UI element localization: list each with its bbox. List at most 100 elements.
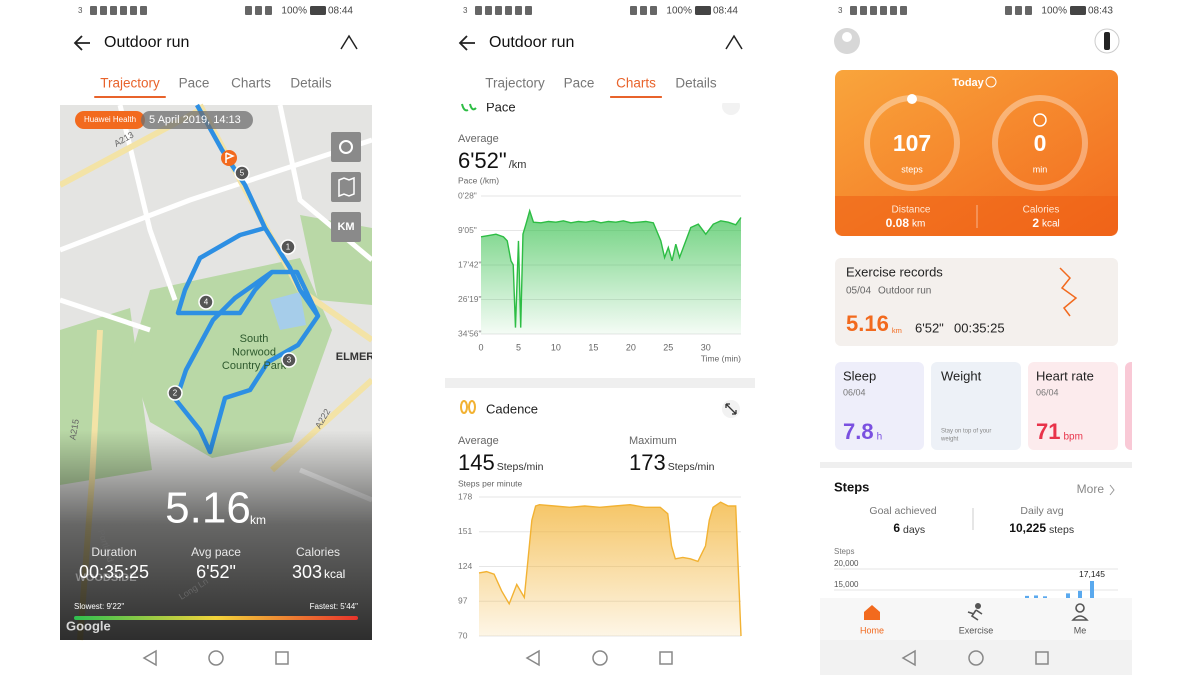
bottom-nav: 3 100% 08:43 Home Exercise Me (820, 6, 1132, 640)
card-unit: bpm (1063, 432, 1082, 443)
unit-button-label: KM (337, 221, 354, 233)
nav-item[interactable]: Exercise (959, 625, 994, 635)
tab[interactable]: Trajectory (485, 76, 545, 91)
home-button[interactable] (208, 650, 224, 666)
km-marker (167, 385, 183, 401)
tab[interactable]: Trajectory (100, 76, 160, 91)
status-icon (630, 6, 637, 15)
status-battery: 100% (281, 6, 307, 17)
speed-scale (74, 616, 358, 620)
screen-title: Outdoor run (489, 34, 574, 51)
km-marker-label: 2 (173, 389, 178, 398)
tab[interactable]: Pace (179, 76, 210, 91)
me-icon (1071, 615, 1089, 621)
map-shade (60, 430, 372, 640)
x-axis-label: Time (min) (701, 353, 741, 363)
status-time: 08:43 (1088, 6, 1113, 17)
ring-unit: steps (901, 164, 923, 174)
sleep-card[interactable] (835, 362, 924, 450)
status-time: 08:44 (328, 6, 353, 17)
km-marker-label: 5 (240, 169, 245, 178)
home-icon (864, 605, 880, 620)
place-label: ELMER (336, 351, 375, 363)
line (480, 208, 742, 328)
tab[interactable]: Pace (564, 76, 595, 91)
trajectory-screen: 3 100% 08:44 Outdoor run Trajectory Pace Chart… (60, 0, 375, 675)
next-card[interactable] (1125, 362, 1145, 450)
maximum-value: 173 (629, 450, 666, 475)
area (479, 502, 741, 636)
nav-bg (820, 640, 1132, 675)
status-battery: 100% (666, 6, 692, 17)
tab[interactable]: Details (290, 76, 332, 91)
card-date: 06/04 (1036, 387, 1059, 397)
x-tick-label: 15 (588, 342, 598, 352)
avatar-head (842, 32, 852, 42)
home-button[interactable] (592, 650, 608, 666)
route-button[interactable] (340, 34, 358, 50)
km-marker-label: 1 (286, 243, 291, 252)
battery-icon (310, 6, 326, 15)
heart-card[interactable] (1028, 362, 1118, 450)
more-link[interactable]: More (1077, 482, 1105, 496)
tab-indicator (94, 96, 166, 98)
map-type-button[interactable] (331, 172, 361, 202)
stat-unit: kcal (324, 567, 345, 581)
maximum-unit: Steps/min (668, 461, 715, 473)
status-network: 3 (838, 6, 843, 15)
back-button[interactable] (458, 35, 475, 51)
stat-value: 6'52" (196, 562, 236, 582)
card-unit: h (877, 432, 883, 443)
back-button[interactable] (73, 35, 90, 51)
tab[interactable]: Details (675, 76, 717, 91)
y-tick-label: 34'56" (458, 328, 482, 338)
device-button[interactable] (1094, 28, 1120, 54)
route-button[interactable] (725, 34, 743, 50)
card-date: 06/04 (843, 387, 866, 397)
info-icon[interactable] (985, 76, 997, 88)
back-button[interactable] (525, 649, 540, 667)
status-icon (120, 6, 127, 15)
map-attribution: Google (66, 618, 111, 633)
route (173, 103, 321, 455)
avg-label: Daily avg (1020, 505, 1063, 517)
back-button[interactable] (142, 649, 157, 667)
today-card[interactable] (835, 70, 1118, 236)
nav-item[interactable]: Me (1074, 625, 1087, 635)
status-network: 3 (78, 6, 83, 15)
tab[interactable]: Charts (616, 76, 656, 91)
card-value: 7.8 (843, 419, 874, 444)
route-path (175, 225, 274, 316)
recents-button[interactable] (1035, 651, 1049, 665)
expand-icon (725, 403, 737, 415)
recents-button[interactable] (659, 651, 673, 665)
exercise-date: 05/04 (846, 286, 871, 297)
back-button[interactable] (901, 649, 916, 667)
y-tick-label: 70 (458, 630, 468, 640)
tab[interactable]: Charts (231, 76, 271, 91)
weight-card[interactable] (931, 362, 1021, 450)
home-button[interactable] (968, 650, 984, 666)
device-icon (1104, 32, 1110, 50)
value-label: 17,145 (1079, 569, 1105, 579)
status-battery: 100% (1041, 6, 1067, 17)
road-label: A215 (67, 418, 81, 440)
status-icon (1025, 6, 1032, 15)
map-icon (338, 176, 355, 198)
locate-button[interactable] (331, 132, 361, 162)
recents-button[interactable] (275, 651, 289, 665)
status-icon (130, 6, 137, 15)
nav-item[interactable]: Home (860, 625, 884, 635)
map-date: 5 April 2019, 14:13 (149, 114, 241, 126)
exercise-card[interactable] (835, 258, 1118, 346)
charts-screen: Pace Average 6'52"/km Pace (/km) 0'28" 9'05" 1… (445, 0, 755, 675)
divider (820, 462, 1132, 468)
system-nav (142, 640, 1132, 675)
me-icon (1075, 603, 1085, 613)
status-icon (640, 6, 647, 15)
y-tick-label: 26'19" (458, 294, 482, 304)
y-tick-label: 0'28" (458, 190, 477, 200)
axis-title: Pace (/km) (458, 175, 499, 185)
unit-button[interactable] (331, 212, 361, 242)
km-marker-label: 3 (287, 356, 292, 365)
